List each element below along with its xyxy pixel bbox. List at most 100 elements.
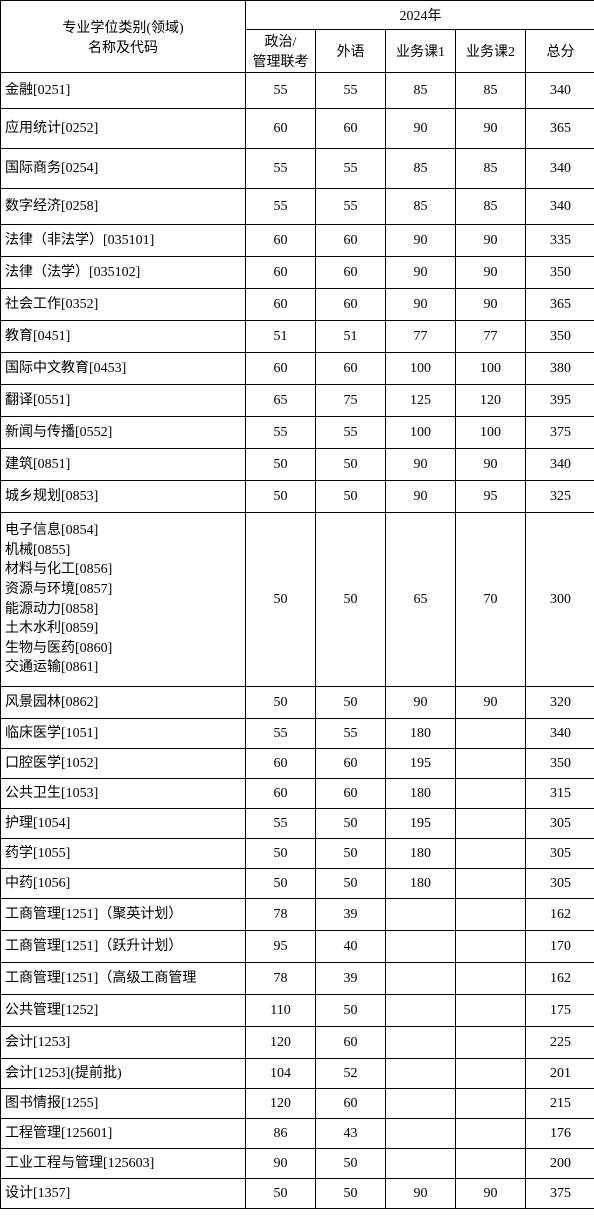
row-score-3: 90 xyxy=(386,481,456,513)
row-score-3: 90 xyxy=(386,225,456,257)
row-score-5: 375 xyxy=(526,1179,594,1209)
row-score-3 xyxy=(386,1059,456,1089)
row-score-2: 50 xyxy=(316,1149,386,1179)
table-row: 工商管理[1251]（跃升计划）9540170 xyxy=(1,931,594,963)
row-score-5: 340 xyxy=(526,73,594,109)
row-score-2: 60 xyxy=(316,353,386,385)
row-score-5: 215 xyxy=(526,1089,594,1119)
header-col4: 业务课2 xyxy=(456,29,526,72)
table-row: 法律（法学）[035102]60609090350 xyxy=(1,257,594,289)
row-score-5: 365 xyxy=(526,289,594,321)
row-score-3: 180 xyxy=(386,869,456,899)
table-row: 国际中文教育[0453]6060100100380 xyxy=(1,353,594,385)
row-score-4 xyxy=(456,839,526,869)
row-score-4 xyxy=(456,779,526,809)
row-score-2: 60 xyxy=(316,779,386,809)
table-row: 城乡规划[0853]50509095325 xyxy=(1,481,594,513)
row-score-4: 77 xyxy=(456,321,526,353)
row-score-1: 50 xyxy=(246,687,316,719)
row-name: 社会工作[0352] xyxy=(1,289,246,321)
row-score-3: 65 xyxy=(386,513,456,687)
table-row: 护理[1054]5550195305 xyxy=(1,809,594,839)
row-score-1: 60 xyxy=(246,779,316,809)
row-name: 国际商务[0254] xyxy=(1,149,246,189)
row-name: 应用统计[0252] xyxy=(1,109,246,149)
row-name: 公共卫生[1053] xyxy=(1,779,246,809)
row-score-2: 55 xyxy=(316,73,386,109)
row-score-5: 162 xyxy=(526,899,594,931)
row-score-4 xyxy=(456,963,526,995)
row-score-2: 55 xyxy=(316,417,386,449)
row-score-1: 55 xyxy=(246,719,316,749)
row-score-4 xyxy=(456,869,526,899)
header-col1: 政治/ 管理联考 xyxy=(246,29,316,72)
row-score-4 xyxy=(456,899,526,931)
row-score-1: 60 xyxy=(246,225,316,257)
row-score-2: 60 xyxy=(316,1089,386,1119)
row-score-4: 85 xyxy=(456,189,526,225)
row-name: 工程管理[125601] xyxy=(1,1119,246,1149)
row-score-1: 60 xyxy=(246,109,316,149)
table-row: 教育[0451]51517777350 xyxy=(1,321,594,353)
row-score-4 xyxy=(456,1149,526,1179)
row-score-4 xyxy=(456,1059,526,1089)
row-score-1: 60 xyxy=(246,257,316,289)
row-score-4 xyxy=(456,809,526,839)
row-score-4: 85 xyxy=(456,149,526,189)
table-row: 法律（非法学）[035101]60609090335 xyxy=(1,225,594,257)
row-name: 工业工程与管理[125603] xyxy=(1,1149,246,1179)
row-score-5: 225 xyxy=(526,1027,594,1059)
row-name: 新闻与传播[0552] xyxy=(1,417,246,449)
row-score-2: 55 xyxy=(316,149,386,189)
row-score-5: 305 xyxy=(526,869,594,899)
row-score-1: 55 xyxy=(246,417,316,449)
row-score-4 xyxy=(456,1119,526,1149)
row-name: 工商管理[1251]（聚英计划） xyxy=(1,899,246,931)
row-score-4: 100 xyxy=(456,353,526,385)
row-score-3: 90 xyxy=(386,257,456,289)
row-name: 临床医学[1051] xyxy=(1,719,246,749)
row-score-3 xyxy=(386,1089,456,1119)
row-name: 会计[1253] xyxy=(1,1027,246,1059)
row-score-5: 300 xyxy=(526,513,594,687)
row-score-5: 305 xyxy=(526,809,594,839)
row-score-1: 55 xyxy=(246,73,316,109)
row-score-1: 50 xyxy=(246,839,316,869)
row-name: 药学[1055] xyxy=(1,839,246,869)
table-row: 数字经济[0258]55558585340 xyxy=(1,189,594,225)
row-score-3: 125 xyxy=(386,385,456,417)
row-score-2: 52 xyxy=(316,1059,386,1089)
row-score-3 xyxy=(386,899,456,931)
row-name: 会计[1253](提前批) xyxy=(1,1059,246,1089)
row-name: 建筑[0851] xyxy=(1,449,246,481)
row-score-2: 60 xyxy=(316,289,386,321)
row-score-2: 55 xyxy=(316,189,386,225)
row-score-1: 110 xyxy=(246,995,316,1027)
row-name: 法律（法学）[035102] xyxy=(1,257,246,289)
row-score-1: 55 xyxy=(246,149,316,189)
row-score-4: 120 xyxy=(456,385,526,417)
row-score-1: 120 xyxy=(246,1089,316,1119)
row-score-2: 50 xyxy=(316,995,386,1027)
row-score-1: 86 xyxy=(246,1119,316,1149)
row-score-1: 50 xyxy=(246,1179,316,1209)
row-score-4: 100 xyxy=(456,417,526,449)
row-score-5: 350 xyxy=(526,321,594,353)
table-row: 工程管理[125601]8643176 xyxy=(1,1119,594,1149)
row-name: 国际中文教育[0453] xyxy=(1,353,246,385)
row-score-3 xyxy=(386,931,456,963)
row-score-2: 50 xyxy=(316,869,386,899)
table-row: 药学[1055]5050180305 xyxy=(1,839,594,869)
row-score-3: 85 xyxy=(386,73,456,109)
row-score-5: 340 xyxy=(526,189,594,225)
table-row: 口腔医学[1052]6060195350 xyxy=(1,749,594,779)
row-score-1: 104 xyxy=(246,1059,316,1089)
row-score-2: 51 xyxy=(316,321,386,353)
row-score-4: 90 xyxy=(456,257,526,289)
row-score-1: 90 xyxy=(246,1149,316,1179)
row-score-5: 380 xyxy=(526,353,594,385)
row-score-2: 39 xyxy=(316,963,386,995)
row-score-5: 340 xyxy=(526,719,594,749)
row-score-5: 162 xyxy=(526,963,594,995)
row-score-1: 78 xyxy=(246,963,316,995)
